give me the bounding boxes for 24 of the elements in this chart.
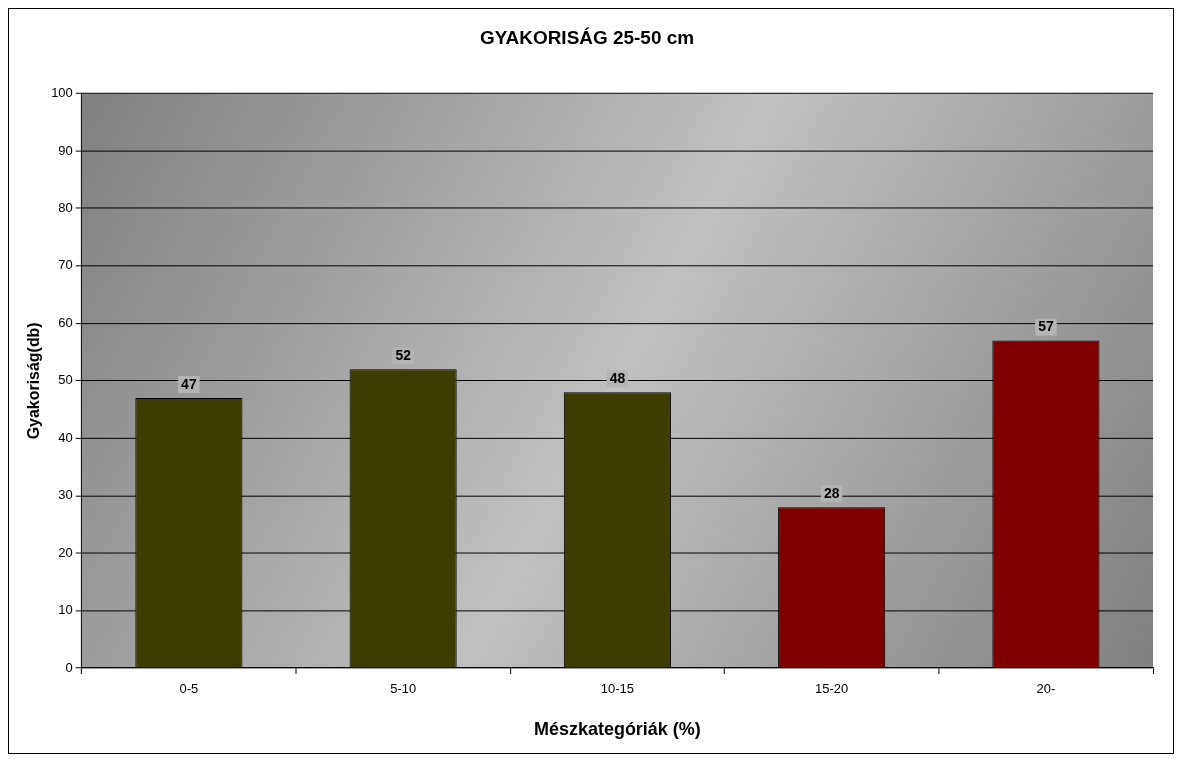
- y-tick-label: 90: [58, 142, 73, 158]
- y-tick-label: 80: [58, 200, 73, 216]
- data-label: 28: [823, 485, 840, 502]
- x-tick-label: 10-15: [600, 681, 634, 697]
- y-tick-label: 10: [58, 602, 73, 618]
- y-tick-label: 70: [58, 257, 73, 273]
- y-tick-label: 40: [58, 429, 73, 445]
- x-tick-label: 20-: [1036, 681, 1056, 697]
- y-tick-label: 50: [58, 372, 73, 388]
- x-axis-title: Mészkategóriák (%): [534, 719, 701, 740]
- data-label: 52: [395, 347, 412, 364]
- y-tick-label: 0: [65, 659, 73, 675]
- data-label: 47: [181, 375, 197, 392]
- y-axis-title: Gyakoriság(db): [24, 322, 42, 440]
- x-tick-label: 5-10: [390, 681, 417, 697]
- y-tick-label: 100: [51, 85, 73, 101]
- y-tick-label: 20: [58, 544, 73, 560]
- y-tick-label: 30: [58, 487, 73, 503]
- data-label: 57: [1038, 318, 1054, 335]
- x-tick-label: 0-5: [179, 681, 199, 697]
- chart-title: GYAKORISÁG 25-50 cm: [479, 26, 695, 48]
- y-tick-label: 60: [58, 314, 73, 330]
- data-label: 48: [609, 370, 626, 387]
- x-tick-label: 15-20: [815, 681, 849, 697]
